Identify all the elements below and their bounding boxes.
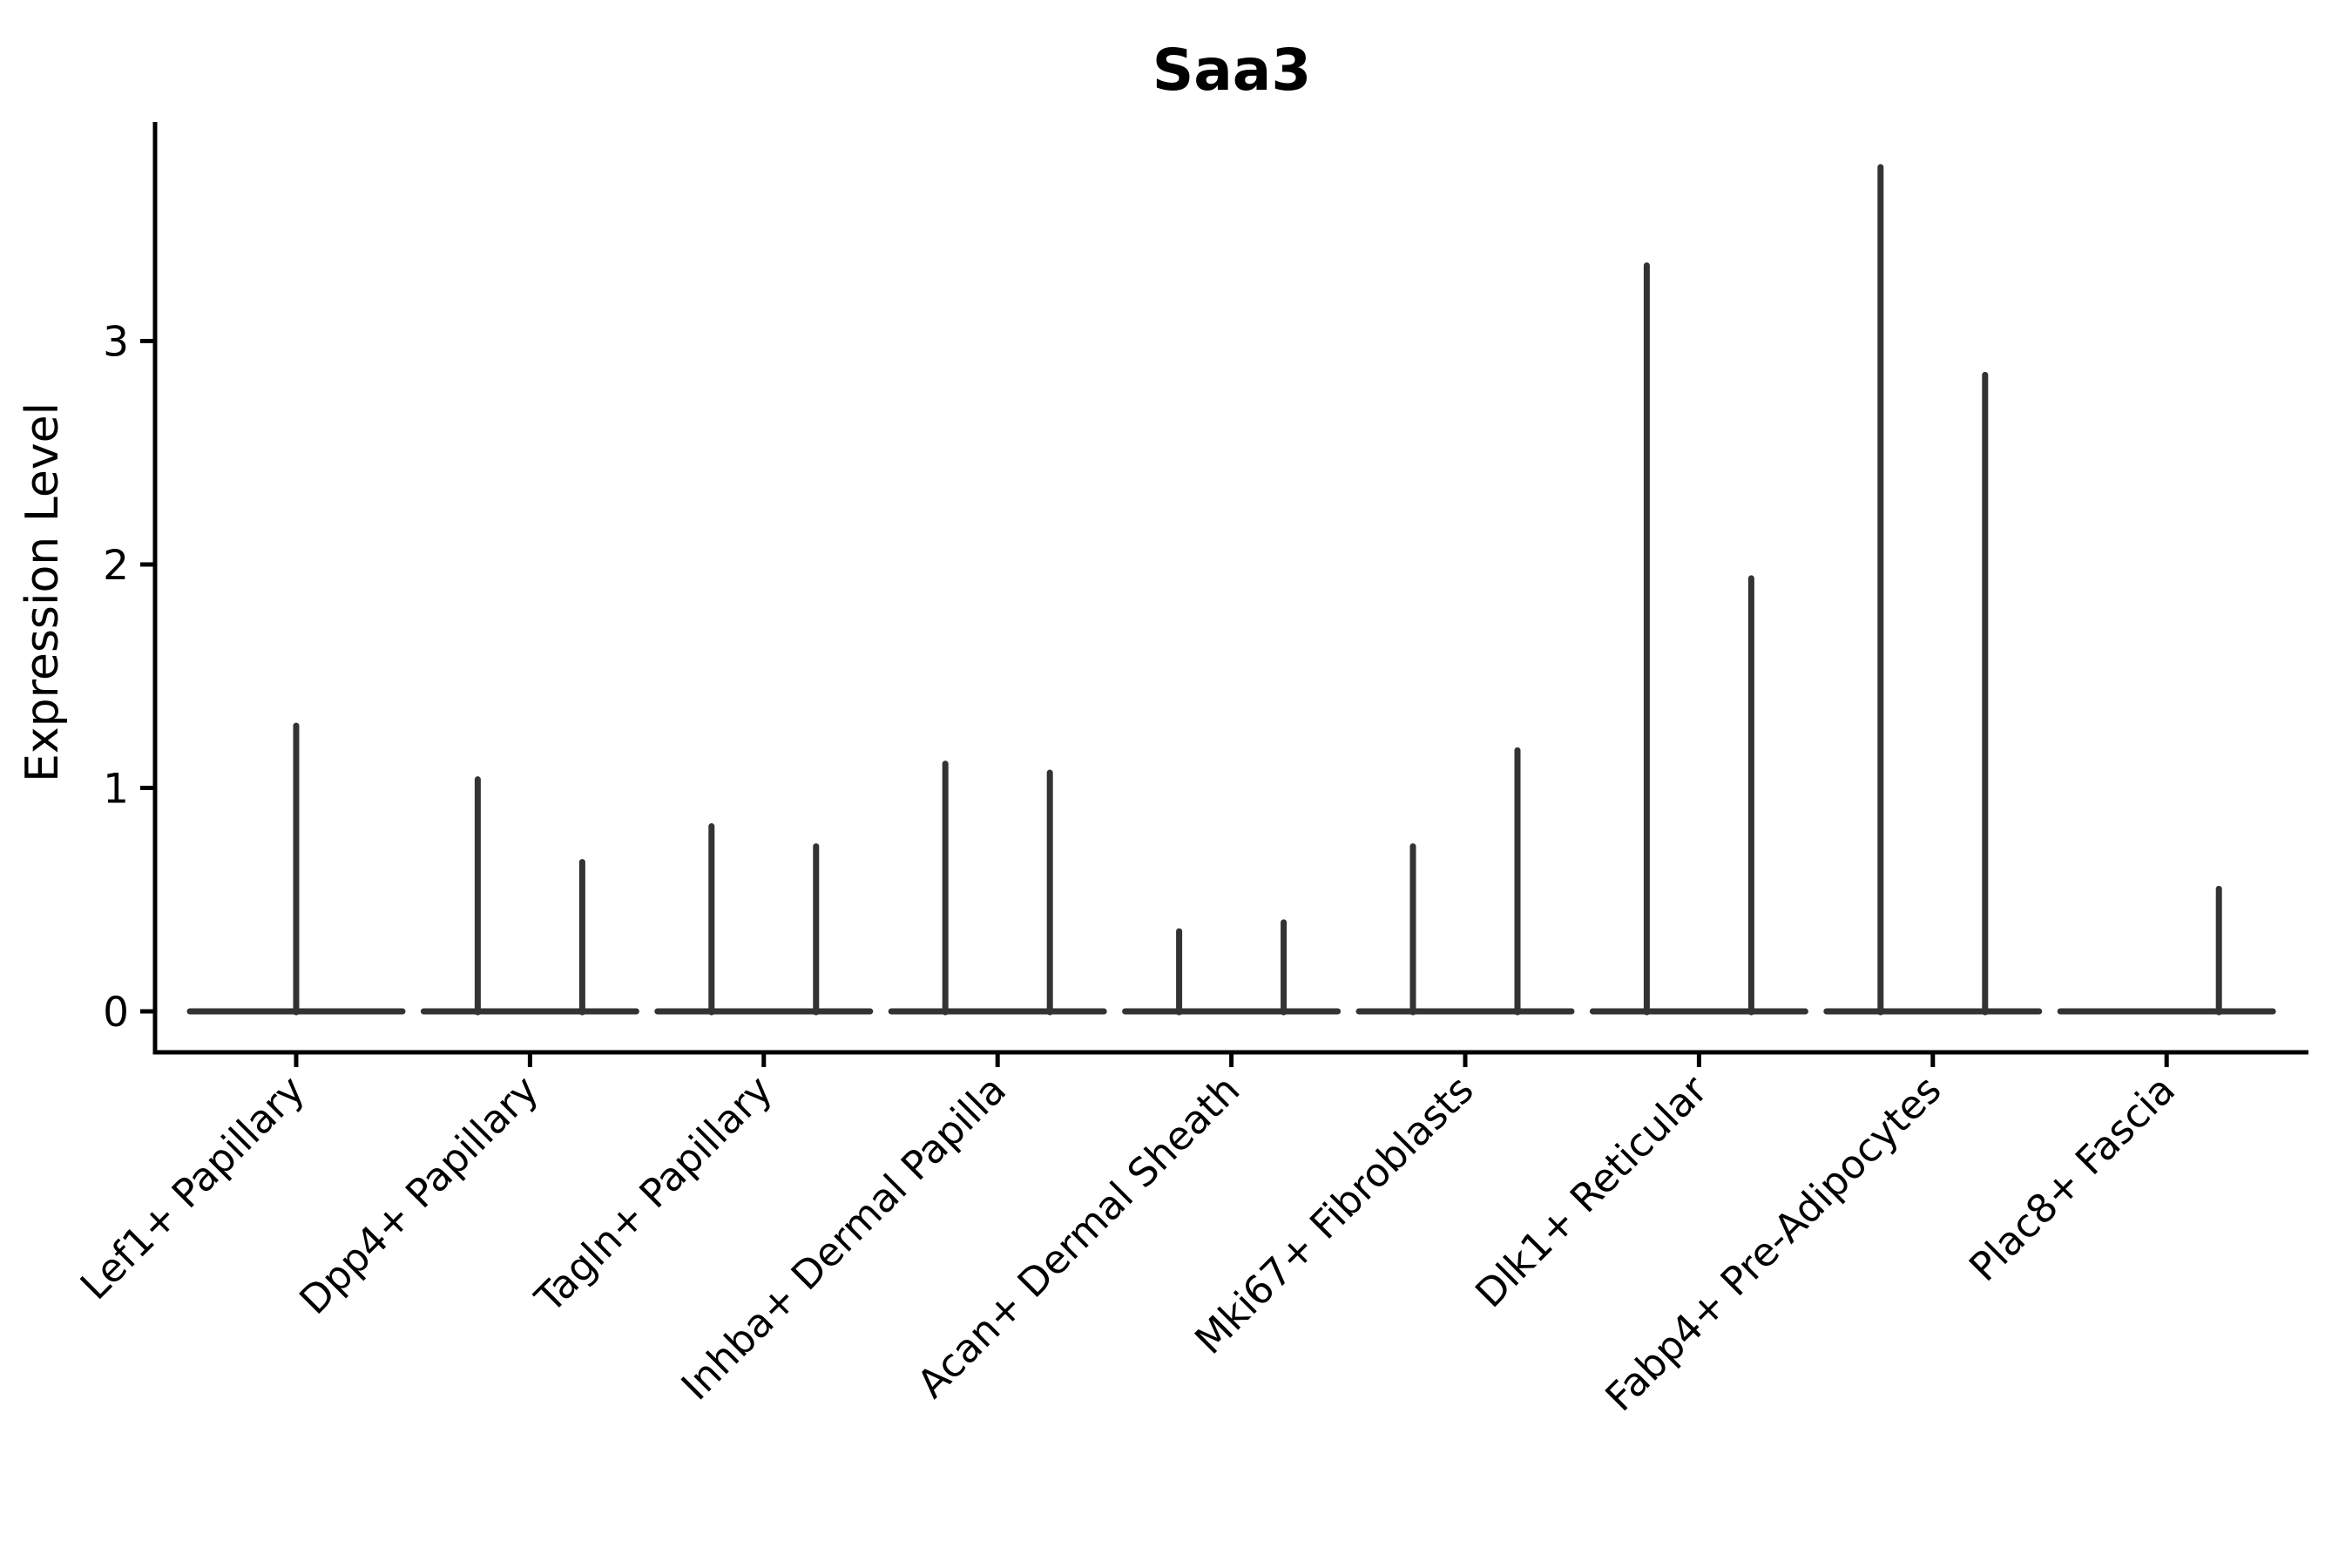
violins-layer [186,164,2276,1016]
violin-group [420,776,639,1016]
x-tick-label: Dlk1+ Reticular [1466,1066,1716,1316]
violin-group [2057,885,2276,1016]
x-tick-label: Dpp4+ Papillary [290,1066,547,1323]
violin-group [186,722,406,1016]
violin-group [1823,164,2043,1016]
violin-group [1122,919,1342,1016]
violin-group [654,823,874,1016]
y-tick-label: 2 [103,542,129,590]
y-tick-label: 0 [103,989,129,1037]
violin-group [1355,747,1575,1016]
y-tick-label: 3 [103,319,129,367]
y-axis-ticks: 0 1 2 3 [103,319,155,1037]
violin-group [1589,262,1808,1016]
y-axis-label: Expression Level [17,402,69,782]
chart-title: Saa3 [1152,37,1312,104]
x-tick-label: Plac8+ Fascia [1960,1066,2184,1290]
x-tick-label: Lef1+ Papillary [71,1066,314,1308]
y-tick-label: 1 [103,766,129,814]
violin-group [888,760,1107,1016]
x-tick-label: Tagln+ Papillary [525,1066,781,1321]
